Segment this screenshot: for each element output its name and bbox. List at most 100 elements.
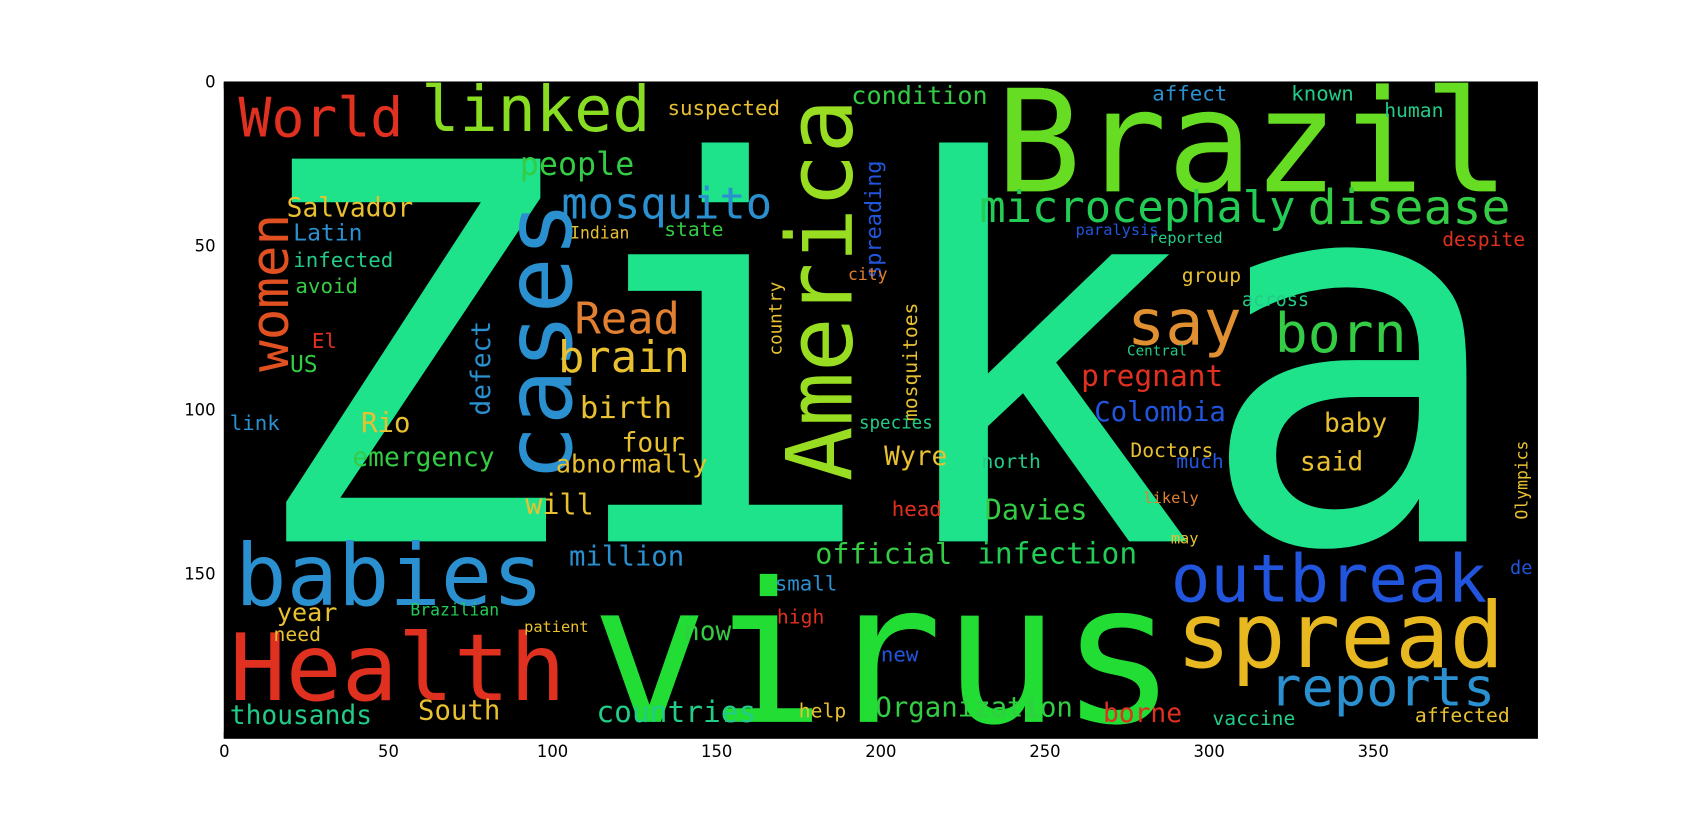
word: cases — [485, 201, 593, 481]
word: Central — [1127, 343, 1187, 359]
word: birth — [580, 391, 672, 426]
word: despite — [1442, 228, 1525, 251]
word: brain — [558, 332, 690, 383]
word: infection — [977, 536, 1137, 570]
word: now — [684, 617, 732, 647]
word: Rio — [361, 408, 410, 439]
word: spreading — [862, 160, 887, 278]
word: World — [239, 86, 404, 150]
word: condition — [851, 81, 987, 110]
x-tick-label: 50 — [378, 742, 399, 761]
word: affect — [1152, 82, 1227, 106]
y-tick-label: 0 — [205, 73, 215, 92]
word: microcephaly — [979, 182, 1295, 233]
word: US — [290, 352, 318, 378]
word: baby — [1324, 409, 1387, 439]
word: state — [664, 218, 723, 241]
word: pregnant — [1081, 359, 1223, 393]
x-tick-label: 150 — [701, 742, 732, 761]
word: year — [277, 598, 338, 627]
word: women — [240, 214, 301, 372]
image-background — [224, 82, 1538, 739]
word: borne — [1103, 699, 1182, 729]
y-tick-label: 50 — [195, 237, 216, 256]
word: suspected — [667, 96, 780, 120]
word: de — [1510, 558, 1532, 579]
word: will — [525, 488, 594, 521]
x-tick-label: 100 — [537, 742, 568, 761]
x-tick-label: 300 — [1193, 742, 1224, 761]
word: Latin — [293, 221, 362, 247]
word: group — [1182, 264, 1241, 287]
word: Olympics — [1513, 441, 1532, 520]
word: thousands — [230, 701, 372, 731]
word: may — [1171, 530, 1199, 548]
word: reports — [1269, 655, 1495, 718]
word: mosquito — [561, 179, 772, 230]
word: reported — [1149, 229, 1223, 247]
word: infected — [293, 248, 393, 272]
word: head — [892, 497, 942, 521]
word: El — [312, 329, 337, 353]
word: South — [418, 696, 500, 727]
word: born — [1275, 301, 1407, 365]
word: small — [775, 572, 838, 596]
word: Doctors — [1130, 439, 1213, 462]
word: Brazilian — [410, 601, 499, 620]
word: disease — [1308, 180, 1511, 236]
word: link — [230, 411, 281, 435]
word: said — [1300, 447, 1363, 477]
word: four — [622, 429, 685, 459]
word: high — [777, 605, 824, 628]
word: Wyre — [884, 442, 947, 472]
x-tick-label: 200 — [865, 742, 896, 761]
x-tick-label: 250 — [1029, 742, 1060, 761]
word: across — [1242, 290, 1309, 311]
word: Zika — [246, 55, 1511, 666]
word: Organization — [875, 692, 1072, 723]
word: Salvador — [287, 194, 413, 224]
word: spread — [1176, 584, 1504, 689]
x-tick-label: 350 — [1358, 742, 1389, 761]
word: paralysis — [1076, 221, 1159, 239]
word: mosquitoes — [899, 303, 922, 422]
word: million — [569, 541, 684, 572]
word: Indian — [570, 223, 629, 242]
word: much — [1176, 450, 1223, 473]
word: abnormally — [556, 449, 708, 478]
word: America — [768, 99, 873, 482]
word: official — [815, 537, 952, 570]
word: affected — [1415, 704, 1510, 727]
word: Colombia — [1094, 397, 1226, 428]
word: avoid — [295, 274, 358, 298]
word: babies — [235, 527, 543, 626]
word: say — [1127, 286, 1242, 360]
word: vaccine — [1212, 707, 1295, 730]
word: Health — [230, 614, 566, 722]
word: likely — [1143, 489, 1198, 507]
word: virus — [591, 541, 1177, 768]
word: Brazil — [996, 59, 1510, 225]
word: Davies — [985, 494, 1088, 527]
word: need — [274, 623, 321, 646]
word: emergency — [352, 443, 494, 473]
word: known — [1291, 82, 1354, 106]
y-tick-label: 100 — [184, 401, 215, 420]
word: linked — [421, 72, 650, 146]
word: Read — [574, 294, 679, 345]
y-tick-label: 150 — [184, 565, 215, 584]
word: north — [982, 450, 1041, 473]
word: defect — [467, 321, 497, 416]
word: city — [848, 265, 888, 284]
word: new — [881, 643, 919, 667]
word: outbreak — [1171, 542, 1487, 618]
word: countries — [596, 695, 756, 729]
word: country — [766, 282, 786, 356]
word: patient — [524, 618, 588, 636]
x-tick-label: 0 — [219, 742, 229, 761]
word: human — [1384, 99, 1443, 122]
word: help — [799, 699, 846, 722]
